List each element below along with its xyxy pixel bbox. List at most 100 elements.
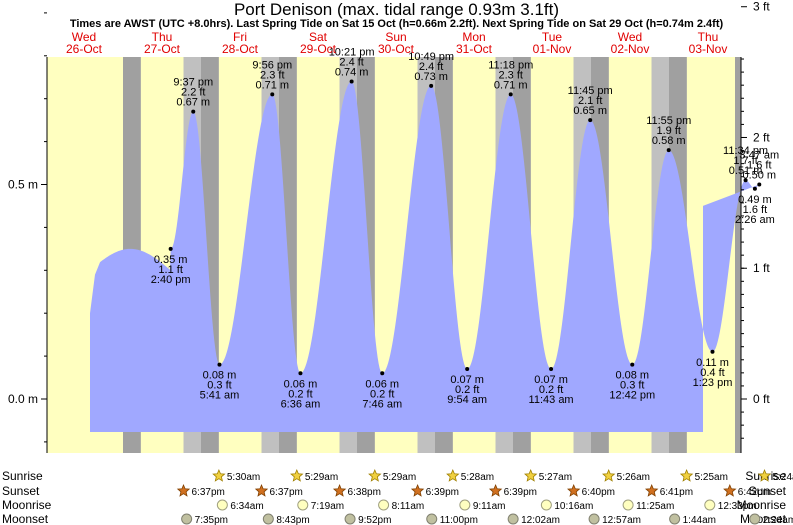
tide-height-m-label: 0.06 m	[365, 378, 399, 390]
sunrise-icon	[757, 468, 772, 482]
tide-height-m-label: 0.08 m	[203, 370, 237, 382]
sunrise-row-label: Sunrise	[2, 469, 43, 483]
tide-point	[380, 371, 385, 376]
moonrise-icon	[704, 499, 716, 511]
day-label: Thu	[152, 30, 173, 44]
sunrise-icon	[212, 468, 226, 482]
sunset-icon	[176, 483, 191, 497]
moonset-time: 1:44am	[683, 515, 716, 525]
tide-height-ft-label: 1.9 ft	[656, 125, 680, 137]
tide-height-ft-label: 2.4 ft	[339, 57, 363, 69]
tide-time-label: 10:21 pm	[329, 47, 375, 59]
sunset-row-label: Sunset	[2, 484, 40, 498]
tide-point	[191, 109, 196, 114]
left-axis-tick-label: 0.5 m	[8, 178, 38, 192]
tide-height-ft-label: 0.3 ft	[620, 380, 644, 392]
tide-height-ft-label: 2.2 ft	[181, 87, 205, 99]
sunset-time: 6:38pm	[348, 487, 381, 498]
moonset-icon	[181, 513, 193, 525]
day-label: Thu	[698, 30, 719, 44]
sunset-time: 6:40pm	[582, 487, 615, 498]
moonrise-time: 9:11am	[473, 501, 506, 512]
date-label: 03-Nov	[689, 42, 728, 56]
moonset-time: 9:52pm	[358, 515, 391, 525]
tide-height-m-label: 0.35 m	[154, 254, 188, 266]
sunset-icon	[488, 483, 503, 497]
tide-height-ft-label: 2.1 ft	[578, 95, 602, 107]
day-label: Sat	[309, 30, 328, 44]
right-axis-tick-label: 1 ft	[753, 261, 770, 275]
sunset-time: 6:37pm	[270, 487, 303, 498]
date-label: 29-Oct	[300, 42, 337, 56]
tide-height-m-label: 0.11 m	[696, 357, 729, 369]
tide-time-label: 3:47 am	[739, 150, 779, 162]
tide-point	[630, 362, 635, 367]
tide-time-label: 9:54 am	[447, 394, 487, 406]
tide-height-ft-label: 0.2 ft	[288, 388, 312, 400]
tide-time-label: 11:34 pm	[723, 145, 768, 157]
tide-point	[298, 371, 303, 376]
sunset-icon	[254, 483, 269, 497]
tide-point	[666, 148, 671, 153]
tide-area	[90, 81, 760, 432]
day-label: Mon	[462, 30, 485, 44]
date-label: 26-Oct	[66, 42, 103, 56]
moonrise-icon	[622, 499, 634, 511]
moonset-icon	[507, 513, 519, 525]
day-label: Tue	[542, 30, 563, 44]
right-axis-tick-label: 0 ft	[753, 392, 770, 406]
date-label: 28-Oct	[222, 42, 259, 56]
tide-time-label: 1:23 pm	[693, 377, 733, 389]
tide-height-m-label: 0.08 m	[615, 370, 649, 382]
sunrise-icon	[446, 468, 460, 482]
sunrise-time: 5:27am	[539, 472, 572, 483]
tide-height-ft-label: 2.4 ft	[419, 61, 443, 73]
tide-time-label: 6:36 am	[281, 398, 321, 410]
tide-height-m-label: 0.74 m	[335, 67, 369, 79]
tide-height-m-label: 0.51 m	[729, 165, 763, 177]
day-label: Wed	[618, 30, 642, 44]
date-label: 31-Oct	[456, 42, 493, 56]
right-axis-tick-label: 3 ft	[753, 0, 770, 14]
moonset-icon	[669, 513, 681, 525]
date-label: 02-Nov	[611, 42, 650, 56]
tide-point	[429, 83, 434, 88]
moonrise-icon	[459, 499, 471, 511]
moonrise-time: 8:11am	[392, 501, 425, 512]
date-label: 30-Oct	[378, 42, 415, 56]
date-label: 27-Oct	[144, 42, 181, 56]
moonrise-time: 12:33pm	[718, 501, 757, 512]
sunrise-time: 5:24am	[773, 472, 793, 483]
moonrise-icon	[540, 499, 552, 511]
chart-title: Port Denison (max. tidal range 0.93m 3.1…	[233, 0, 560, 19]
sunrise-time: 5:25am	[695, 472, 728, 483]
tide-point	[349, 79, 354, 84]
tide-point	[168, 246, 173, 251]
tide-time-label: 12:42 pm	[609, 390, 655, 402]
sunset-time: 6:39pm	[426, 487, 459, 498]
tide-point	[752, 186, 757, 191]
moonrise-icon	[378, 499, 390, 511]
sunrise-icon	[368, 468, 382, 482]
moonset-icon	[262, 513, 274, 525]
tide-point	[757, 182, 762, 187]
sunrise-icon	[290, 468, 304, 482]
sunset-icon	[723, 483, 737, 497]
tide-height-ft-label: 2.3 ft	[260, 69, 284, 81]
tide-time-label: 2:26 am	[735, 214, 775, 226]
day-label: Fri	[233, 30, 247, 44]
moonset-icon	[344, 513, 356, 525]
tide-point	[270, 92, 275, 97]
tide-time-label: 2:40 pm	[151, 274, 191, 286]
date-label: 01-Nov	[533, 42, 572, 56]
moonset-time: 12:02am	[521, 515, 560, 525]
tide-height-m-label: 0.07 m	[534, 374, 568, 386]
moonrise-icon	[216, 499, 228, 511]
sunrise-time: 5:28am	[461, 472, 494, 483]
tide-time-label: 11:45 pm	[568, 85, 613, 97]
day-label: Wed	[72, 30, 96, 44]
moonset-time: 2:24am	[763, 515, 793, 525]
sunrise-time: 5:29am	[305, 472, 338, 483]
tide-point	[710, 349, 715, 354]
sunrise-icon	[679, 468, 694, 482]
